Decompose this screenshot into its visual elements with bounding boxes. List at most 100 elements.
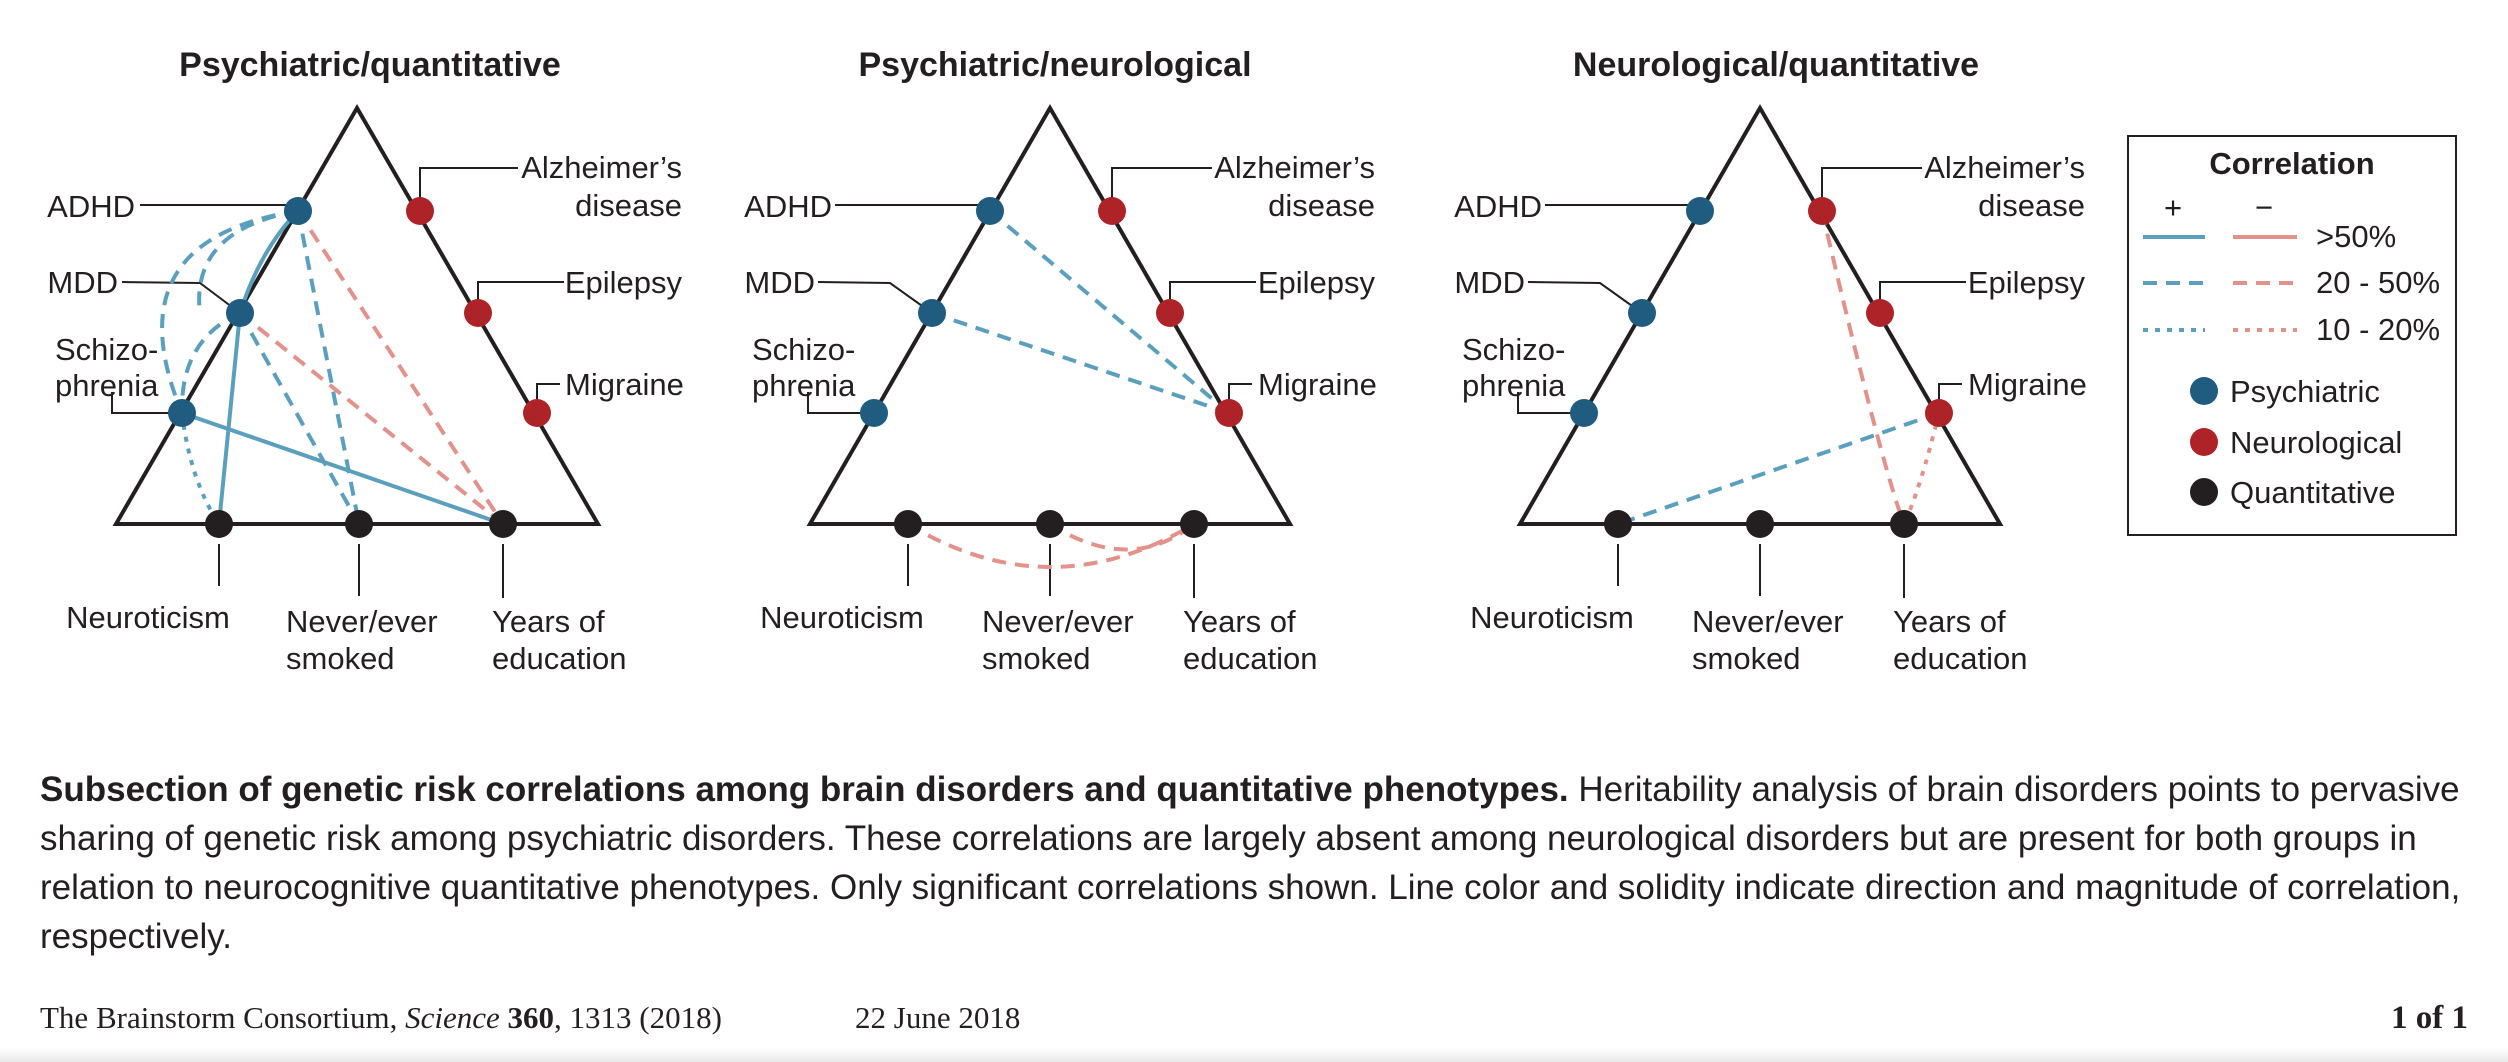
label-education-line1: Years of xyxy=(492,604,605,639)
label-neuroticism: Neuroticism xyxy=(760,600,924,635)
node-schizophrenia xyxy=(1570,399,1598,427)
panel-title: Psychiatric/neurological xyxy=(858,46,1251,84)
label-education-line2: education xyxy=(1893,641,2027,676)
node-neuroticism xyxy=(205,510,233,538)
leader-line xyxy=(1111,167,1212,211)
label-epilepsy: Epilepsy xyxy=(1968,265,2086,300)
legend-label-neurological: Neurological xyxy=(2230,425,2402,460)
correlation-line-positive-strong xyxy=(217,312,242,525)
leader-line xyxy=(419,167,518,211)
label-schizophrenia-line2: phrenia xyxy=(1462,368,1566,403)
label-schizophrenia-line2: phrenia xyxy=(55,368,159,403)
node-epilepsy xyxy=(1866,299,1894,327)
leader-line xyxy=(111,392,182,414)
legend: Correlation + − >50% 20 - 50% 10 - 20% P… xyxy=(2127,135,2457,536)
node-epilepsy xyxy=(1156,299,1184,327)
citation-pages: , 1313 (2018) xyxy=(554,1000,722,1035)
node-smoked xyxy=(345,510,373,538)
legend-band-moderate: 20 - 50% xyxy=(2316,265,2440,300)
label-mdd: MDD xyxy=(1454,265,1525,300)
node-schizophrenia xyxy=(168,399,196,427)
correlation-line-negative-weak xyxy=(1902,412,1941,525)
node-migraine xyxy=(1925,399,1953,427)
label-education-line2: education xyxy=(492,641,626,676)
leader-line xyxy=(1517,392,1584,414)
node-mdd xyxy=(1628,299,1656,327)
leader-line xyxy=(1527,281,1643,314)
label-mdd: MDD xyxy=(744,265,815,300)
panel-title: Neurological/quantitative xyxy=(1573,46,1979,84)
legend-band-weak: 10 - 20% xyxy=(2316,312,2440,347)
correlation-line-positive-moderate xyxy=(931,311,1230,415)
correlation-line-positive-moderate xyxy=(179,311,241,414)
legend-title: Correlation xyxy=(2209,146,2374,181)
node-mdd xyxy=(918,299,946,327)
correlation-line-positive-moderate xyxy=(296,210,361,525)
footer: The Brainstorm Consortium, Science 360, … xyxy=(40,1000,2468,1046)
legend-marker-neurological xyxy=(2190,428,2218,456)
node-smoked xyxy=(1746,510,1774,538)
leader-line xyxy=(817,281,933,314)
caption-heading: Subsection of genetic risk correlations … xyxy=(40,770,1569,809)
label-neuroticism: Neuroticism xyxy=(1470,600,1634,635)
label-alzheimers-line1: Alzheimer’s xyxy=(521,150,682,185)
node-adhd xyxy=(1686,197,1714,225)
leader-line xyxy=(1821,167,1922,211)
node-adhd xyxy=(284,197,312,225)
legend-negative-header: − xyxy=(2255,190,2273,225)
correlation-figure: Psychiatric/quantitative xyxy=(47,46,2457,676)
legend-band-strong: >50% xyxy=(2316,219,2396,254)
figure-caption: Subsection of genetic risk correlations … xyxy=(40,765,2480,961)
label-smoked-line2: smoked xyxy=(286,641,395,676)
label-epilepsy: Epilepsy xyxy=(565,265,683,300)
label-education-line1: Years of xyxy=(1893,604,2006,639)
node-schizophrenia xyxy=(860,399,888,427)
legend-label-psychiatric: Psychiatric xyxy=(2230,374,2380,409)
label-alzheimers-line2: disease xyxy=(575,188,682,223)
label-alzheimers-line1: Alzheimer’s xyxy=(1924,150,2085,185)
correlation-line-positive-strong xyxy=(181,411,504,526)
label-alzheimers-line1: Alzheimer’s xyxy=(1214,150,1375,185)
label-adhd: ADHD xyxy=(744,189,832,224)
label-smoked-line2: smoked xyxy=(982,641,1091,676)
label-migraine: Migraine xyxy=(1968,367,2087,402)
label-adhd: ADHD xyxy=(47,189,135,224)
label-migraine: Migraine xyxy=(1258,367,1377,402)
correlation-line-positive-weak xyxy=(180,412,221,526)
correlation-line-negative-moderate xyxy=(296,209,505,526)
node-adhd xyxy=(976,197,1004,225)
panel-psychiatric-neurological: Psychiatric/neurological ADHD M xyxy=(744,46,1377,676)
legend-box xyxy=(2127,135,2457,536)
citation-authors: The Brainstorm Consortium, xyxy=(40,1000,406,1035)
citation-volume: 360 xyxy=(507,1000,555,1035)
legend-positive-header: + xyxy=(2164,190,2182,225)
panel-neurological-quantitative: Neurological/quantitative ADHD MDD xyxy=(1454,46,2087,676)
node-mdd xyxy=(226,299,254,327)
label-alzheimers-line2: disease xyxy=(1978,188,2085,223)
node-alzheimers xyxy=(1098,197,1126,225)
node-alzheimers xyxy=(406,197,434,225)
label-smoked-line1: Never/ever xyxy=(1692,604,1844,639)
node-migraine xyxy=(523,399,551,427)
label-smoked-line2: smoked xyxy=(1692,641,1801,676)
label-migraine: Migraine xyxy=(565,367,684,402)
correlation-line-negative-moderate xyxy=(1820,210,1906,525)
label-education-line1: Years of xyxy=(1183,604,1296,639)
node-smoked xyxy=(1036,510,1064,538)
node-education xyxy=(1180,510,1208,538)
leader-line xyxy=(807,392,874,414)
label-mdd: MDD xyxy=(47,265,118,300)
label-education-line2: education xyxy=(1183,641,1317,676)
label-schizophrenia-line1: Schizo- xyxy=(1462,332,1565,367)
label-schizophrenia-line2: phrenia xyxy=(752,368,856,403)
publication-date: 22 June 2018 xyxy=(855,1000,1021,1035)
node-education xyxy=(489,510,517,538)
label-schizophrenia-line1: Schizo- xyxy=(55,332,158,367)
panel-title: Psychiatric/quantitative xyxy=(179,46,561,84)
correlation-line-negative-moderate xyxy=(1048,522,1196,552)
legend-label-quantitative: Quantitative xyxy=(2230,475,2395,510)
panel-psychiatric-quantitative: Psychiatric/quantitative xyxy=(47,46,684,676)
label-epilepsy: Epilepsy xyxy=(1258,265,1376,300)
label-alzheimers-line2: disease xyxy=(1268,188,1375,223)
node-neuroticism xyxy=(894,510,922,538)
